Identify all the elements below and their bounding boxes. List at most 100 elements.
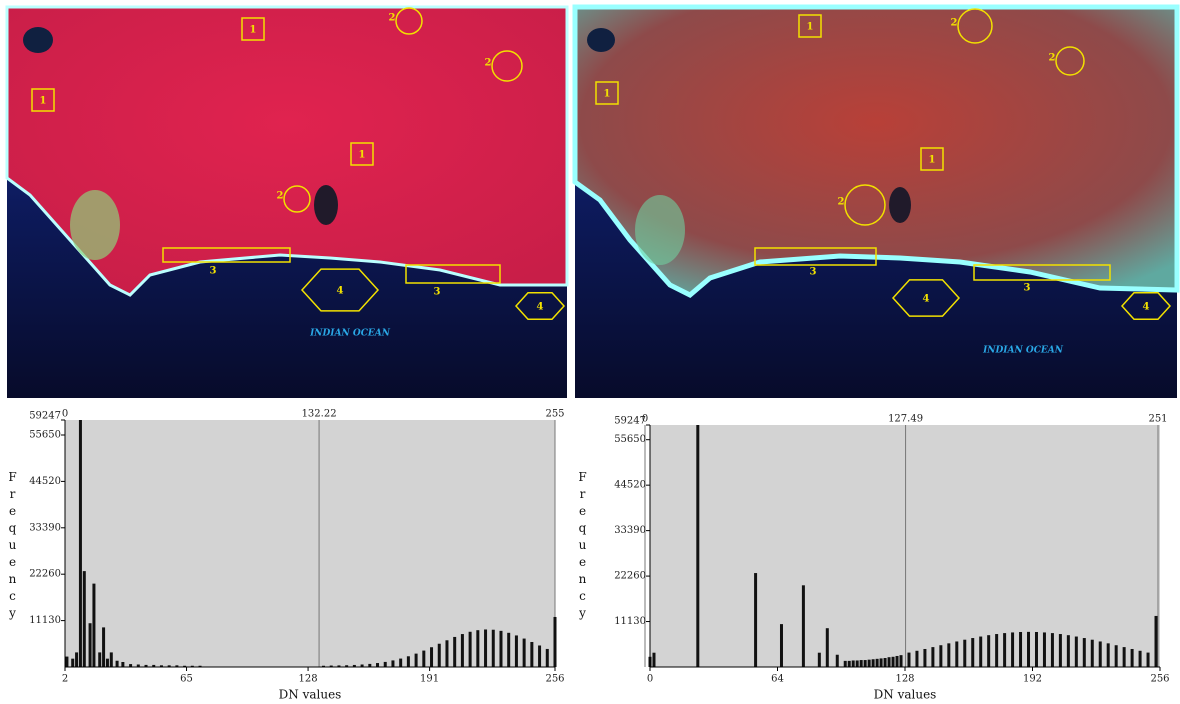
marker-label: 4 — [923, 294, 930, 305]
histogram-bar — [106, 659, 109, 667]
histogram-bar — [110, 652, 113, 667]
histogram-bar — [987, 635, 990, 667]
marker-label: 4 — [1143, 302, 1150, 313]
histogram-bar — [802, 585, 805, 667]
histogram-bar — [1091, 640, 1094, 667]
y-tick-label: 59247 — [614, 416, 646, 427]
marker-label: 2 — [389, 13, 396, 24]
marker-label: 1 — [359, 150, 366, 161]
histogram-bar — [391, 660, 394, 667]
top-tick-label: 132.22 — [302, 409, 337, 420]
histogram-bar — [1107, 643, 1110, 667]
histogram-bar — [453, 637, 456, 667]
plot-area — [65, 420, 555, 667]
histogram-bar — [98, 652, 101, 667]
histogram-bar — [1131, 649, 1134, 667]
marker-label: 4 — [537, 302, 544, 313]
y-tick-label: 59247 — [29, 411, 61, 422]
y-tick-label: 55650 — [614, 434, 646, 445]
histogram-bar — [121, 662, 124, 667]
x-tick-label: 192 — [1023, 674, 1042, 685]
marker-label: 1 — [807, 22, 814, 33]
histogram-bar — [492, 630, 495, 667]
histogram-bar — [915, 651, 918, 667]
histogram-bar — [900, 655, 903, 667]
histogram-bar — [116, 661, 119, 667]
histogram-bar — [1059, 634, 1062, 667]
histogram-bar — [476, 630, 479, 667]
x-tick-label: 256 — [545, 674, 564, 685]
histogram-bar — [884, 658, 887, 667]
histogram-bar — [907, 653, 910, 667]
histogram-bar — [652, 653, 655, 667]
histogram-bar — [415, 654, 418, 667]
histogram-bar — [407, 656, 410, 667]
histogram-bar — [826, 628, 829, 667]
x-tick-label: 0 — [647, 674, 653, 685]
histogram-bar — [75, 652, 78, 667]
histogram-bar — [888, 657, 891, 667]
histogram-bar — [1027, 632, 1030, 667]
histogram-bar — [1035, 632, 1038, 667]
histogram-bar — [89, 623, 92, 667]
histogram-bar — [445, 640, 448, 667]
histogram-bar — [856, 660, 859, 667]
top-tick-label: 255 — [545, 409, 564, 420]
x-tick-label: 128 — [895, 674, 914, 685]
y-tick-label: 33390 — [614, 525, 646, 536]
y-tick-label: 22260 — [29, 569, 61, 580]
histogram-bar — [896, 656, 899, 667]
x-axis-label: DN values — [279, 688, 342, 702]
satellite-image — [575, 7, 1177, 398]
histogram-bar — [384, 662, 387, 667]
histogram-bar — [872, 659, 875, 667]
top-tick-label: 127.49 — [888, 414, 923, 425]
marker-label: 1 — [250, 25, 257, 36]
marker-label: 1 — [929, 155, 936, 166]
histogram-bar — [860, 660, 863, 667]
histogram-bar — [947, 643, 950, 667]
histogram-bar — [83, 571, 86, 667]
top-tick-label: 0 — [62, 409, 68, 420]
histogram-bar — [1043, 632, 1046, 667]
y-tick-label: 33390 — [29, 522, 61, 533]
histogram-bar — [530, 642, 533, 667]
histogram-bar — [376, 663, 379, 667]
plot-area — [650, 425, 1160, 667]
marker-label: 2 — [951, 18, 958, 29]
ocean-label: INDIAN OCEAN — [982, 346, 1064, 356]
histogram-bar — [876, 659, 879, 667]
x-tick-label: 256 — [1150, 674, 1169, 685]
histogram-bar — [1083, 638, 1086, 667]
y-tick-label: 44520 — [614, 480, 646, 491]
y-tick-label: 11130 — [29, 615, 61, 626]
histogram-bar — [844, 661, 847, 667]
histogram-bar — [931, 647, 934, 667]
histogram-bar — [92, 584, 95, 667]
x-tick-label: 128 — [299, 674, 318, 685]
marker-label: 2 — [277, 191, 284, 202]
histogram-bar — [923, 649, 926, 667]
histogram-bar — [554, 617, 557, 667]
histogram-bar — [1051, 633, 1054, 667]
satellite-image — [7, 7, 567, 398]
histogram-bar — [1067, 635, 1070, 667]
histogram-bar — [1147, 653, 1150, 667]
histogram-bar — [852, 660, 855, 667]
marker-label: 2 — [838, 197, 845, 208]
histogram-bar — [963, 640, 966, 667]
histogram-bar — [1019, 632, 1022, 667]
histogram-bar — [430, 647, 433, 667]
y-axis-label: Frequency — [6, 470, 20, 623]
histogram-bar — [399, 659, 402, 667]
histogram-bar — [65, 657, 68, 667]
x-tick-label: 191 — [420, 674, 439, 685]
histogram-bar — [780, 624, 783, 667]
histogram-bar — [848, 661, 851, 667]
histogram-bar — [696, 425, 699, 667]
histogram-bar — [892, 657, 895, 667]
top-tick-label: 251 — [1148, 414, 1167, 425]
histogram-bar — [939, 645, 942, 667]
marker-label: 1 — [604, 89, 611, 100]
marker-label: 3 — [1024, 283, 1031, 294]
